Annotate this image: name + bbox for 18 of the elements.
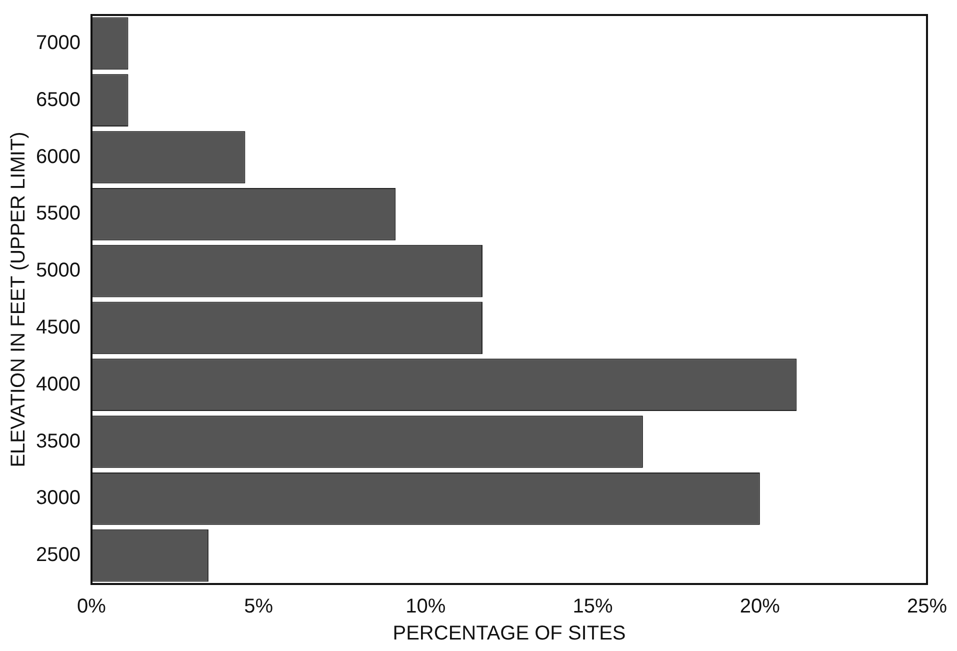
x-tick-label: 20% bbox=[740, 596, 780, 618]
y-tick-label: 2500 bbox=[36, 544, 80, 566]
y-tick-label: 6000 bbox=[36, 146, 80, 168]
y-tick-label: 5000 bbox=[36, 260, 80, 282]
x-axis-title: PERCENTAGE OF SITES bbox=[392, 622, 626, 645]
y-tick-label: 6500 bbox=[36, 88, 80, 111]
x-tick-label: 0% bbox=[77, 596, 106, 618]
x-tick-label: 5% bbox=[244, 596, 274, 618]
y-tick-label: 5500 bbox=[36, 202, 80, 225]
x-tick-label: 25% bbox=[906, 596, 948, 618]
y-tick-label: 4500 bbox=[36, 316, 80, 338]
x-tick-label: 15% bbox=[572, 596, 614, 618]
y-tick-label: 3000 bbox=[36, 487, 80, 510]
x-tick-label: 10% bbox=[406, 596, 446, 618]
y-tick-label: 7000 bbox=[36, 32, 80, 54]
y-axis-title: ELEVATION IN FEET (UPPER LIMIT) bbox=[8, 132, 30, 468]
y-tick-label: 4000 bbox=[36, 373, 80, 396]
y-tick-label: 3500 bbox=[36, 430, 80, 452]
